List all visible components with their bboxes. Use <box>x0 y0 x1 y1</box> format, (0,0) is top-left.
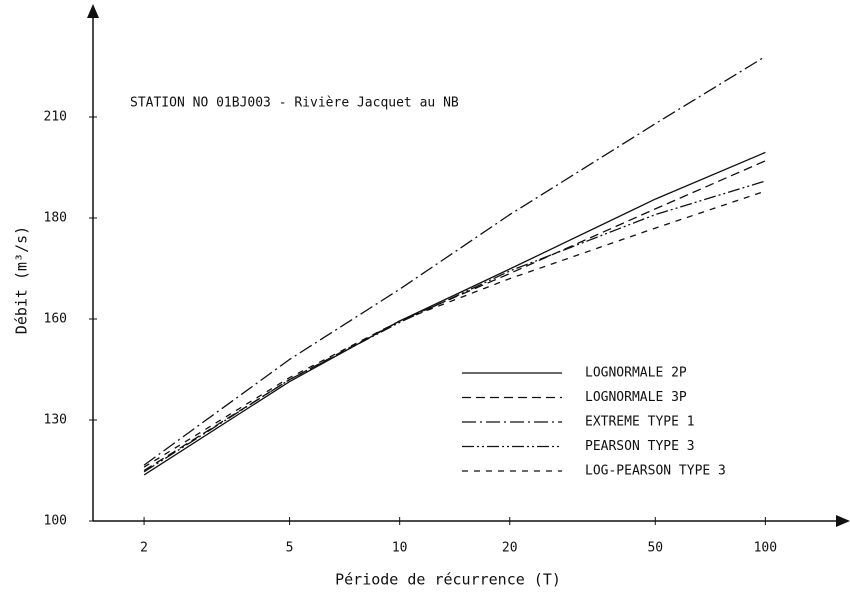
x-axis-label: Période de récurrence (T) <box>335 571 561 589</box>
y-tick-label: 180 <box>44 211 67 226</box>
series-line <box>143 180 766 473</box>
x-tick-label: 20 <box>502 541 518 556</box>
series-line <box>143 190 766 468</box>
legend-label: LOGNORMALE 3P <box>585 390 687 405</box>
series-line <box>143 55 766 466</box>
y-tick-label: 160 <box>44 312 67 327</box>
x-tick-label: 10 <box>392 541 408 556</box>
legend-label: PEARSON TYPE 3 <box>585 439 695 454</box>
x-tick-label: 100 <box>754 541 777 556</box>
x-axis-arrow <box>836 515 850 527</box>
y-axis-label: Débit (m³/s) <box>13 226 31 334</box>
x-tick-label: 5 <box>286 541 294 556</box>
legend-label: EXTREME TYPE 1 <box>585 415 695 430</box>
chart-title: STATION NO 01BJ003 - Rivière Jacquet au … <box>130 96 459 111</box>
legend-label: LOGNORMALE 2P <box>585 366 687 381</box>
series-line <box>143 151 766 476</box>
legend-label: LOG-PEARSON TYPE 3 <box>585 464 726 479</box>
x-tick-label: 50 <box>647 541 663 556</box>
y-tick-label: 130 <box>44 413 67 428</box>
x-tick-label: 2 <box>140 541 148 556</box>
y-tick-label: 210 <box>44 110 67 125</box>
y-axis-arrow <box>87 4 99 18</box>
y-tick-label: 100 <box>44 514 67 529</box>
